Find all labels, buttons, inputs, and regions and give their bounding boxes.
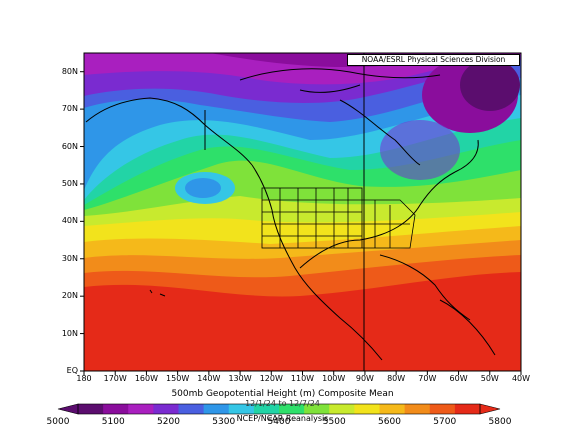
lon-label: 90W bbox=[355, 374, 374, 383]
lat-label: 10N bbox=[61, 328, 78, 338]
colorbar-segment bbox=[379, 404, 406, 414]
colorbar-segment bbox=[203, 404, 230, 414]
lat-label: EQ bbox=[66, 366, 78, 375]
lat-label: 50N bbox=[61, 178, 78, 188]
lon-label: 120W bbox=[259, 374, 283, 383]
lon-label: 130W bbox=[228, 374, 252, 383]
lat-label: 30N bbox=[61, 253, 78, 263]
lon-label: 170W bbox=[103, 374, 127, 383]
lon-label: 180 bbox=[76, 374, 92, 383]
colorbar-label: 5500 bbox=[322, 417, 346, 427]
colorbar-label: 5800 bbox=[488, 417, 512, 427]
colorbar-label: 5400 bbox=[267, 417, 291, 427]
colorbar-segment bbox=[228, 404, 255, 414]
lon-label: 100W bbox=[322, 374, 346, 383]
height-contour-field bbox=[84, 53, 521, 371]
lon-label: 50W bbox=[480, 374, 499, 383]
lat-label: 80N bbox=[61, 66, 78, 76]
colorbar-segment bbox=[103, 404, 129, 414]
colorbar-segment bbox=[279, 404, 305, 414]
coastlines bbox=[85, 68, 496, 361]
colorbar-segment bbox=[253, 404, 280, 414]
colorbar-segment bbox=[354, 404, 380, 414]
credit-box: NOAA/ESRL Physical Sciences Division bbox=[347, 54, 520, 66]
colorbar-label: 5700 bbox=[433, 417, 457, 427]
lon-label: 150W bbox=[166, 374, 190, 383]
colorbar-segment bbox=[454, 404, 481, 414]
colorbar-segment bbox=[128, 404, 154, 414]
lon-label: 60W bbox=[449, 374, 468, 383]
lon-label: 80W bbox=[387, 374, 406, 383]
colorbar-label: 5600 bbox=[378, 417, 401, 427]
colorbar-segment bbox=[304, 404, 330, 414]
colorbar-outline bbox=[77, 403, 481, 415]
colorbar-segment bbox=[153, 404, 179, 414]
colorbar-label: 5300 bbox=[212, 417, 236, 427]
data-source: NCEP/NCAR Reanalysis bbox=[236, 414, 329, 423]
colorbar-segment bbox=[404, 404, 431, 414]
lon-label: 160W bbox=[134, 374, 159, 383]
longitude-ticks bbox=[83, 371, 522, 375]
lon-label: 70W bbox=[418, 374, 437, 383]
east-trough bbox=[380, 120, 460, 180]
latitude-ticks bbox=[80, 71, 84, 372]
lon-label: 110W bbox=[290, 374, 315, 383]
colorbar-segment bbox=[178, 404, 205, 414]
lon-label: 40W bbox=[511, 374, 531, 383]
lat-label: 20N bbox=[61, 291, 78, 301]
lat-label: 70N bbox=[61, 104, 78, 114]
lat-label: 60N bbox=[61, 141, 78, 151]
map-title: 500mb Geopotential Height (m) Composite … bbox=[171, 389, 394, 399]
polar-low-core bbox=[460, 59, 520, 111]
lon-label: 140W bbox=[197, 374, 221, 383]
date-range: 12/1/24 to 12/7/24 bbox=[245, 399, 320, 408]
colorbar-label: 5000 bbox=[46, 417, 70, 427]
colorbar-label: 5200 bbox=[157, 417, 180, 427]
colorbar-label: 5100 bbox=[101, 417, 125, 427]
colorbar-segment bbox=[429, 404, 456, 414]
us-state-borders bbox=[261, 187, 416, 249]
colorbar bbox=[57, 403, 501, 415]
colorbar-segment bbox=[78, 404, 104, 414]
lat-label: 40N bbox=[61, 216, 78, 226]
colorbar-segment bbox=[329, 404, 355, 414]
low-center bbox=[185, 178, 221, 198]
